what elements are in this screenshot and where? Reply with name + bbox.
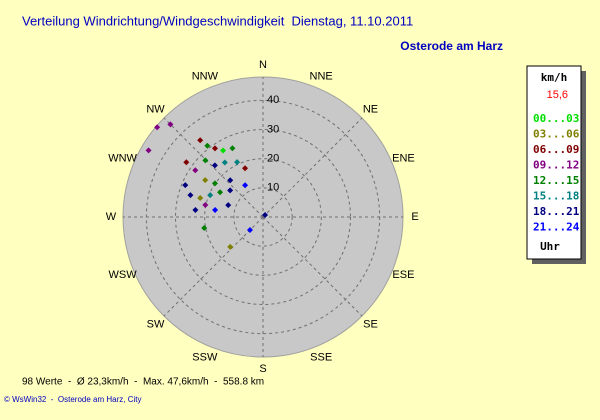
wind-point [211, 145, 218, 152]
wind-point [211, 180, 218, 187]
direction-label: NE [363, 103, 378, 115]
current-speed: 15,6 [547, 89, 568, 101]
direction-label: SSE [310, 351, 332, 363]
wind-point [220, 147, 227, 154]
wind-point [167, 121, 174, 128]
wind-point [217, 189, 224, 196]
direction-label: SE [363, 318, 378, 330]
ring-label: 20 [267, 153, 279, 165]
grid-spoke [262, 117, 363, 218]
wind-point [211, 162, 218, 169]
wind-point [192, 167, 199, 174]
wind-point [227, 187, 234, 194]
credit: © WsWin32 - Osterode am Harz, City [4, 395, 141, 404]
direction-label: W [106, 211, 117, 223]
wind-point [247, 226, 254, 233]
wind-point [202, 177, 209, 184]
legend-box [526, 65, 582, 260]
wind-point [187, 192, 194, 199]
wind-point [262, 211, 269, 218]
wind-point [183, 159, 190, 166]
grid-spoke [163, 216, 264, 317]
chart-subtitle: Osterode am Harz [400, 39, 503, 53]
direction-label: ESE [392, 269, 414, 281]
grid-ring [233, 187, 293, 247]
chart-title: Verteilung Windrichtung/Windgeschwindigk… [22, 13, 413, 28]
direction-label: NNE [310, 70, 333, 82]
wind-point [221, 159, 228, 166]
wind-point [242, 165, 249, 172]
wind-point [202, 202, 209, 209]
direction-label: SW [147, 318, 165, 330]
wind-point [227, 243, 234, 250]
grid-spoke [163, 117, 264, 218]
direction-label: NNW [192, 70, 219, 82]
direction-label: S [259, 363, 266, 375]
wind-point [227, 177, 234, 184]
direction-label: NW [146, 103, 165, 115]
wind-point [202, 157, 209, 164]
wind-point [234, 159, 241, 166]
legend-label: 15...18 [533, 190, 579, 203]
wind-point [212, 207, 219, 214]
grid-ring [175, 129, 351, 305]
grid-ring [204, 158, 322, 276]
wind-point [182, 182, 189, 189]
wind-point [207, 192, 214, 199]
legend-title: km/h [541, 71, 568, 84]
direction-label: E [411, 211, 418, 223]
footer-stats: 98 Werte - Ø 23,3km/h - Max. 47,6km/h - … [22, 377, 264, 388]
wind-point [154, 124, 161, 131]
wind-point [145, 147, 152, 154]
wind-point [192, 207, 199, 214]
direction-label: WSW [109, 269, 138, 281]
wind-point [201, 224, 208, 231]
wind-point [229, 145, 236, 152]
wind-point [225, 202, 232, 209]
legend-label: 03...06 [533, 128, 580, 141]
wind-point [204, 142, 211, 149]
direction-label: SSW [192, 351, 218, 363]
wind-point [197, 195, 204, 202]
direction-label: N [259, 59, 267, 71]
legend-label: 00...03 [533, 112, 579, 125]
legend-label: 21...24 [533, 221, 580, 234]
legend-label: 12...15 [533, 174, 579, 187]
direction-label: WNW [108, 153, 137, 165]
direction-label: ENE [392, 153, 415, 165]
legend-footer: Uhr [540, 240, 560, 253]
legend-label: 06...09 [533, 143, 579, 156]
legend-label: 09...12 [533, 159, 579, 172]
legend-label: 18...21 [533, 205, 580, 218]
wind-point [197, 137, 204, 144]
ring-label: 30 [267, 123, 279, 135]
ring-label: 10 [267, 182, 279, 194]
grid-spoke [262, 216, 363, 317]
ring-label: 40 [267, 94, 279, 106]
wind-point [242, 182, 249, 189]
